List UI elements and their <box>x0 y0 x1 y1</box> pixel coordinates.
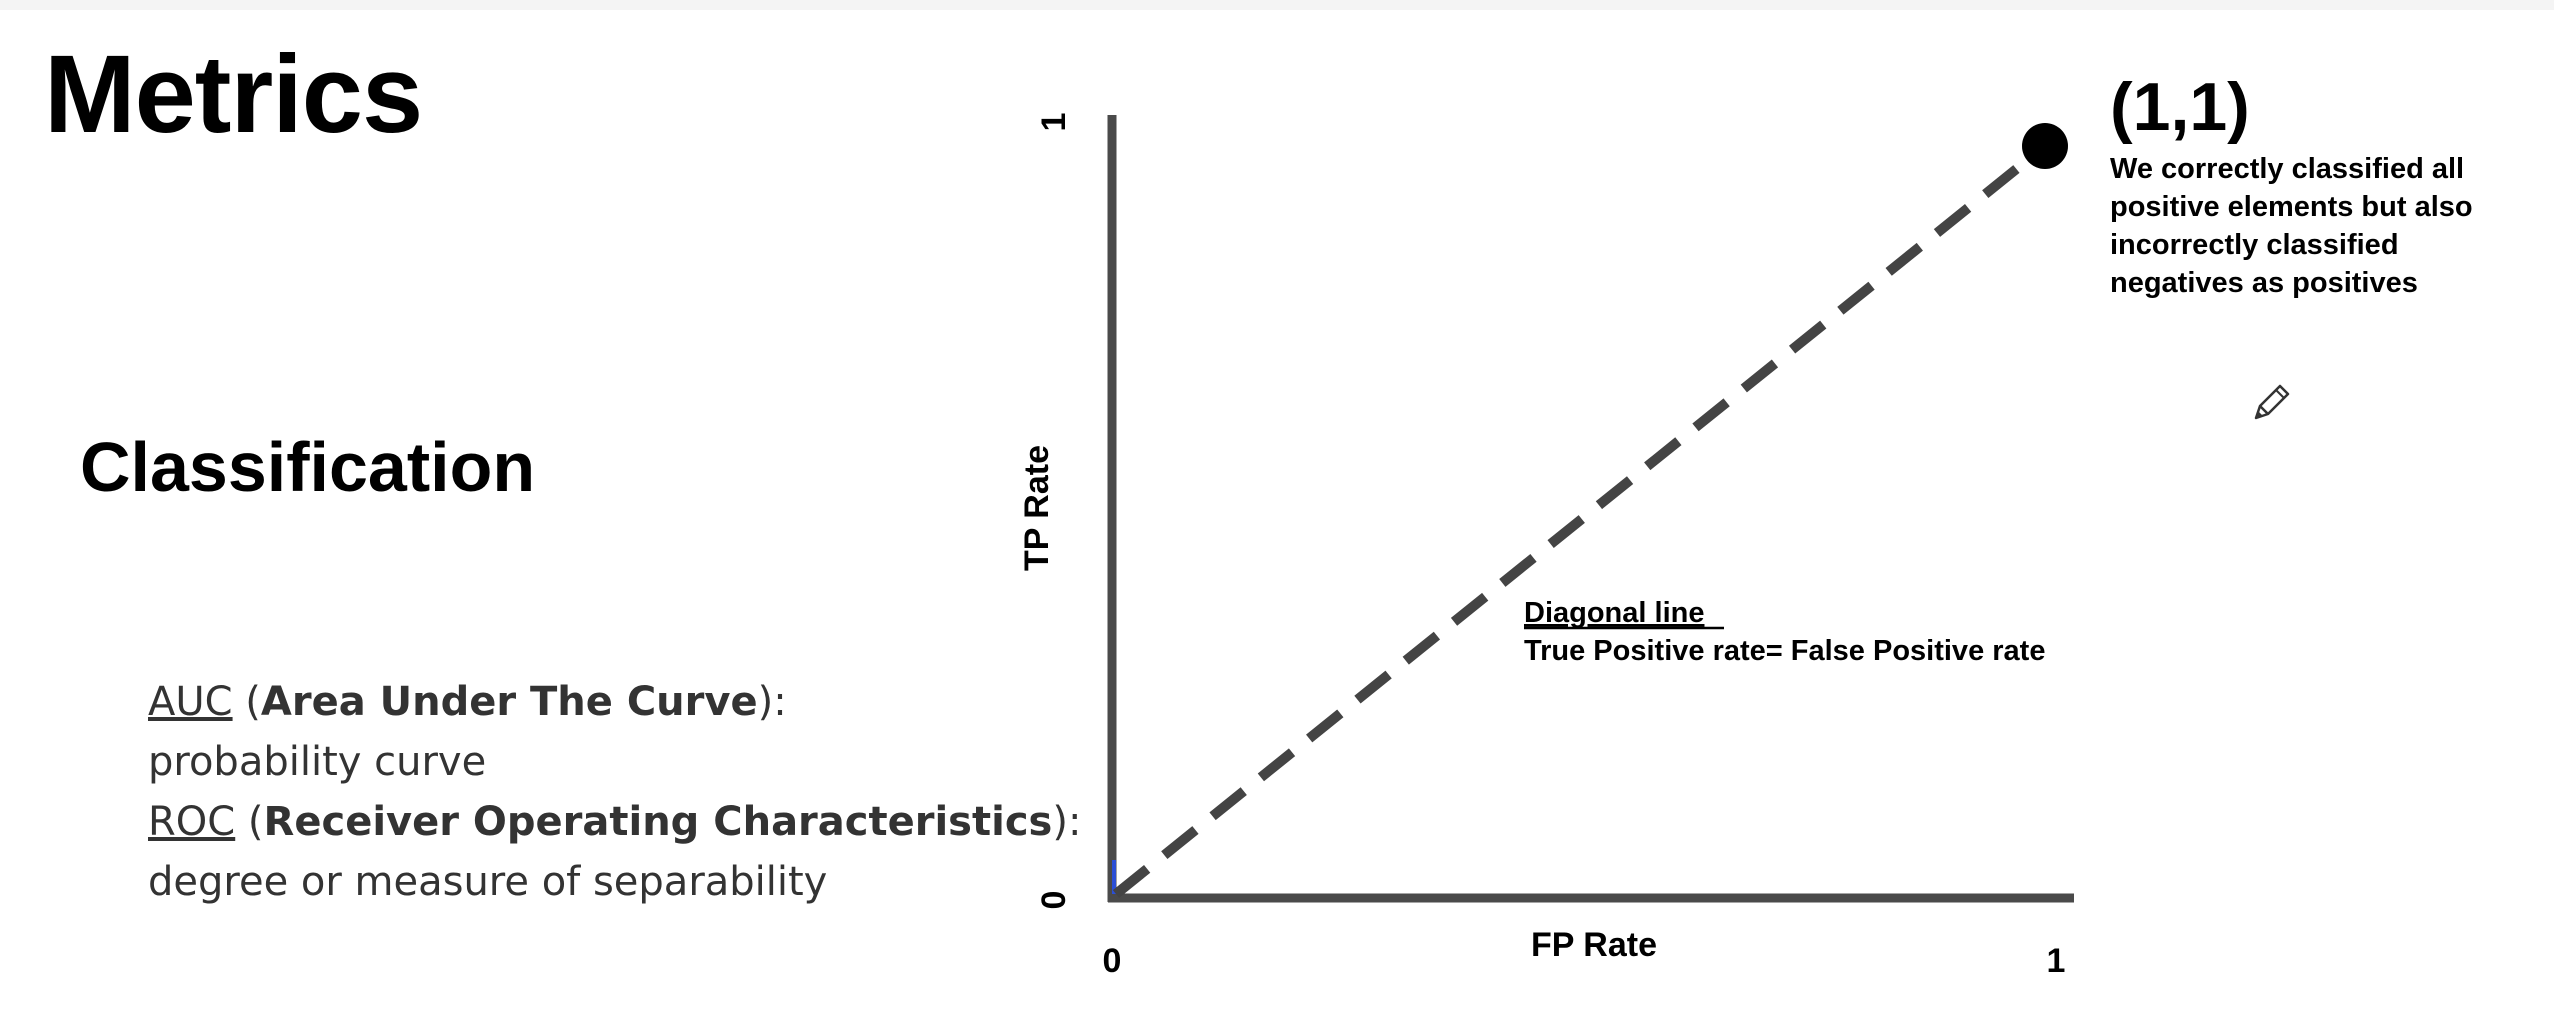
roc-description: degree or measure of separability <box>148 859 828 905</box>
y-tick-label-1: 1 <box>1035 113 1073 132</box>
x-tick-label-1: 1 <box>2047 942 2066 980</box>
point-annotation-line-1: We correctly classified all <box>2110 153 2464 185</box>
diagonal-annotation-subtitle: True Positive rate= False Positive rate <box>1524 635 2045 667</box>
top-strip <box>0 0 2554 10</box>
diagonal-series-line <box>1112 142 2049 898</box>
roc-abbr: ROC <box>148 799 236 845</box>
y-tick-label-0: 0 <box>1035 891 1073 910</box>
point-annotation-title: (1,1) <box>2110 69 2250 145</box>
auc-description: probability curve <box>148 739 487 785</box>
roc-full-name: Receiver Operating Characteristics <box>263 799 1053 845</box>
auc-abbr: AUC <box>148 679 233 725</box>
x-axis-label: FP Rate <box>1531 926 1657 964</box>
definitions-block: AUC (Area Under The Curve): probability … <box>148 672 1081 912</box>
roc-definition: ROC (Receiver Operating Characteristics)… <box>148 799 1082 845</box>
auc-definition: AUC (Area Under The Curve): <box>148 679 787 725</box>
auc-full-name: Area Under The Curve <box>260 679 758 725</box>
pencil-cursor-icon <box>2254 384 2290 420</box>
data-point-1-1 <box>2022 123 2068 169</box>
point-annotation-line-2: positive elements but also <box>2110 191 2473 223</box>
x-tick-label-0: 0 <box>1103 942 1122 980</box>
slide-title: Metrics <box>44 33 423 156</box>
section-title: Classification <box>80 428 536 506</box>
y-axis-label: TP Rate <box>1018 445 1056 571</box>
point-annotation-line-4: negatives as positives <box>2110 267 2418 299</box>
point-annotation-line-3: incorrectly classified <box>2110 229 2399 261</box>
diagonal-annotation-title: Diagonal line <box>1524 597 1704 629</box>
